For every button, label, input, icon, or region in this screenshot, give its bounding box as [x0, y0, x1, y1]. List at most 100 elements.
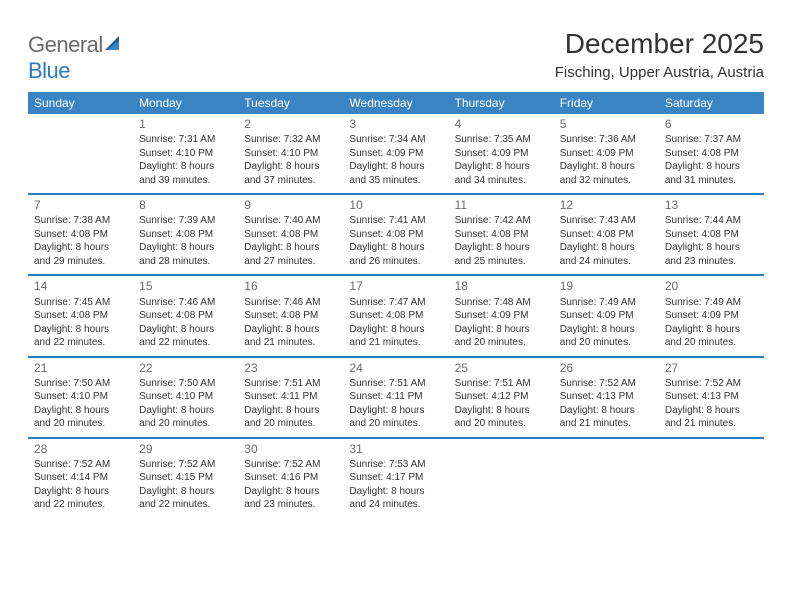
daylight-text: and 29 minutes.: [34, 255, 127, 269]
calendar-day-cell: 2Sunrise: 7:32 AMSunset: 4:10 PMDaylight…: [238, 114, 343, 194]
sunset-text: Sunset: 4:11 PM: [349, 390, 442, 404]
day-number: 23: [244, 360, 337, 376]
sunrise-text: Sunrise: 7:46 AM: [244, 296, 337, 310]
weekday-header: Saturday: [659, 92, 764, 114]
calendar-day-cell: 28Sunrise: 7:52 AMSunset: 4:14 PMDayligh…: [28, 438, 133, 518]
calendar-page: GeneralBlue December 2025 Fisching, Uppe…: [0, 0, 792, 518]
sunset-text: Sunset: 4:15 PM: [139, 471, 232, 485]
calendar-body: 1Sunrise: 7:31 AMSunset: 4:10 PMDaylight…: [28, 114, 764, 518]
calendar-day-cell: 5Sunrise: 7:36 AMSunset: 4:09 PMDaylight…: [554, 114, 659, 194]
calendar-week-row: 28Sunrise: 7:52 AMSunset: 4:14 PMDayligh…: [28, 438, 764, 518]
calendar-day-cell: [554, 438, 659, 518]
daylight-text: and 20 minutes.: [665, 336, 758, 350]
sunset-text: Sunset: 4:08 PM: [665, 228, 758, 242]
calendar-day-cell: 21Sunrise: 7:50 AMSunset: 4:10 PMDayligh…: [28, 357, 133, 437]
sunset-text: Sunset: 4:08 PM: [34, 309, 127, 323]
title-block: December 2025 Fisching, Upper Austria, A…: [555, 28, 764, 81]
daylight-text: and 22 minutes.: [34, 498, 127, 512]
daylight-text: and 32 minutes.: [560, 174, 653, 188]
calendar-week-row: 1Sunrise: 7:31 AMSunset: 4:10 PMDaylight…: [28, 114, 764, 194]
sunrise-text: Sunrise: 7:52 AM: [665, 377, 758, 391]
sunset-text: Sunset: 4:08 PM: [139, 309, 232, 323]
daylight-text: and 37 minutes.: [244, 174, 337, 188]
calendar-day-cell: 13Sunrise: 7:44 AMSunset: 4:08 PMDayligh…: [659, 195, 764, 275]
day-number: 28: [34, 441, 127, 457]
sunrise-text: Sunrise: 7:52 AM: [244, 458, 337, 472]
calendar-week-row: 14Sunrise: 7:45 AMSunset: 4:08 PMDayligh…: [28, 276, 764, 356]
calendar-week-row: 7Sunrise: 7:38 AMSunset: 4:08 PMDaylight…: [28, 195, 764, 275]
day-number: 26: [560, 360, 653, 376]
daylight-text: Daylight: 8 hours: [560, 160, 653, 174]
daylight-text: Daylight: 8 hours: [34, 323, 127, 337]
daylight-text: and 25 minutes.: [455, 255, 548, 269]
sunrise-text: Sunrise: 7:31 AM: [139, 133, 232, 147]
daylight-text: and 20 minutes.: [34, 417, 127, 431]
sunrise-text: Sunrise: 7:35 AM: [455, 133, 548, 147]
daylight-text: Daylight: 8 hours: [349, 241, 442, 255]
daylight-text: and 20 minutes.: [349, 417, 442, 431]
calendar-day-cell: [28, 114, 133, 194]
brand-logo: GeneralBlue: [28, 32, 123, 84]
daylight-text: Daylight: 8 hours: [560, 404, 653, 418]
day-number: 2: [244, 116, 337, 132]
calendar-day-cell: 19Sunrise: 7:49 AMSunset: 4:09 PMDayligh…: [554, 276, 659, 356]
calendar-day-cell: 17Sunrise: 7:47 AMSunset: 4:08 PMDayligh…: [343, 276, 448, 356]
weekday-header: Sunday: [28, 92, 133, 114]
calendar-day-cell: 16Sunrise: 7:46 AMSunset: 4:08 PMDayligh…: [238, 276, 343, 356]
daylight-text: and 20 minutes.: [139, 417, 232, 431]
sunrise-text: Sunrise: 7:44 AM: [665, 214, 758, 228]
weekday-header: Friday: [554, 92, 659, 114]
daylight-text: Daylight: 8 hours: [34, 404, 127, 418]
daylight-text: and 20 minutes.: [455, 417, 548, 431]
sunrise-text: Sunrise: 7:39 AM: [139, 214, 232, 228]
daylight-text: and 22 minutes.: [139, 498, 232, 512]
day-number: 30: [244, 441, 337, 457]
calendar-day-cell: 20Sunrise: 7:49 AMSunset: 4:09 PMDayligh…: [659, 276, 764, 356]
calendar-day-cell: [659, 438, 764, 518]
daylight-text: Daylight: 8 hours: [139, 160, 232, 174]
daylight-text: Daylight: 8 hours: [349, 323, 442, 337]
sunset-text: Sunset: 4:08 PM: [139, 228, 232, 242]
weekday-header: Thursday: [449, 92, 554, 114]
calendar-day-cell: [449, 438, 554, 518]
sunrise-text: Sunrise: 7:48 AM: [455, 296, 548, 310]
daylight-text: Daylight: 8 hours: [455, 241, 548, 255]
sunset-text: Sunset: 4:09 PM: [665, 309, 758, 323]
sunrise-text: Sunrise: 7:41 AM: [349, 214, 442, 228]
calendar-day-cell: 11Sunrise: 7:42 AMSunset: 4:08 PMDayligh…: [449, 195, 554, 275]
daylight-text: and 27 minutes.: [244, 255, 337, 269]
daylight-text: and 22 minutes.: [34, 336, 127, 350]
daylight-text: Daylight: 8 hours: [665, 323, 758, 337]
location-subtitle: Fisching, Upper Austria, Austria: [555, 64, 764, 81]
sunset-text: Sunset: 4:09 PM: [349, 147, 442, 161]
sunrise-text: Sunrise: 7:42 AM: [455, 214, 548, 228]
sunset-text: Sunset: 4:11 PM: [244, 390, 337, 404]
daylight-text: Daylight: 8 hours: [665, 160, 758, 174]
daylight-text: and 35 minutes.: [349, 174, 442, 188]
sunrise-text: Sunrise: 7:38 AM: [34, 214, 127, 228]
sunset-text: Sunset: 4:10 PM: [34, 390, 127, 404]
sunrise-text: Sunrise: 7:49 AM: [560, 296, 653, 310]
sunset-text: Sunset: 4:08 PM: [560, 228, 653, 242]
sunrise-text: Sunrise: 7:40 AM: [244, 214, 337, 228]
daylight-text: Daylight: 8 hours: [34, 241, 127, 255]
daylight-text: Daylight: 8 hours: [139, 323, 232, 337]
daylight-text: Daylight: 8 hours: [455, 323, 548, 337]
sunrise-text: Sunrise: 7:53 AM: [349, 458, 442, 472]
brand-sail-icon: [105, 32, 123, 57]
weekday-header: Wednesday: [343, 92, 448, 114]
sunset-text: Sunset: 4:08 PM: [244, 228, 337, 242]
calendar-day-cell: 12Sunrise: 7:43 AMSunset: 4:08 PMDayligh…: [554, 195, 659, 275]
calendar-day-cell: 29Sunrise: 7:52 AMSunset: 4:15 PMDayligh…: [133, 438, 238, 518]
day-number: 6: [665, 116, 758, 132]
day-number: 14: [34, 278, 127, 294]
weekday-header: Monday: [133, 92, 238, 114]
daylight-text: and 20 minutes.: [455, 336, 548, 350]
day-number: 27: [665, 360, 758, 376]
sunrise-text: Sunrise: 7:49 AM: [665, 296, 758, 310]
day-number: 4: [455, 116, 548, 132]
calendar-day-cell: 23Sunrise: 7:51 AMSunset: 4:11 PMDayligh…: [238, 357, 343, 437]
day-number: 24: [349, 360, 442, 376]
day-number: 3: [349, 116, 442, 132]
daylight-text: Daylight: 8 hours: [455, 404, 548, 418]
